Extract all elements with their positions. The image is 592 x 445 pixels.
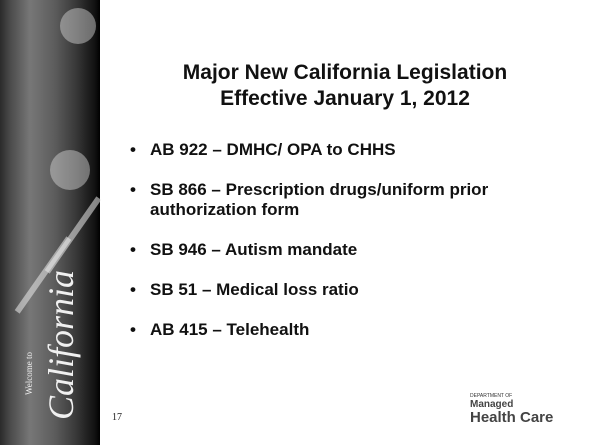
bullet: AB 922 – DMHC/ OPA to CHHS [128, 140, 568, 160]
title-line: Major New California Legislation [182, 61, 508, 84]
bullet: SB 946 – Autism mandate [128, 240, 568, 260]
sidebar: Welcome to California [0, 0, 102, 445]
logo-managed: Managed [470, 399, 514, 410]
title-line: Effective January 1, 2012 [220, 87, 470, 110]
slide-title: Major New California Legislation Effecti… [110, 60, 580, 112]
sidebar-state: California [41, 269, 81, 420]
page-number: 17 [112, 412, 122, 423]
bullet-list: AB 922 – DMHC/ OPA to CHHS SB 866 – Presc… [128, 140, 568, 360]
logo-health: Health Care [470, 409, 554, 426]
sidebar-welcome: Welcome to [24, 351, 34, 395]
bullet: SB 51 – Medical loss ratio [128, 280, 568, 300]
logo: DEPARTMENT OF Managed Health Care [470, 393, 585, 433]
logo-department: DEPARTMENT OF [470, 393, 513, 399]
bullet: AB 415 – Telehealth [128, 320, 568, 340]
bullet: SB 866 – Prescription drugs/uniform prio… [128, 180, 568, 220]
decoration [50, 150, 90, 190]
seal [60, 8, 96, 44]
